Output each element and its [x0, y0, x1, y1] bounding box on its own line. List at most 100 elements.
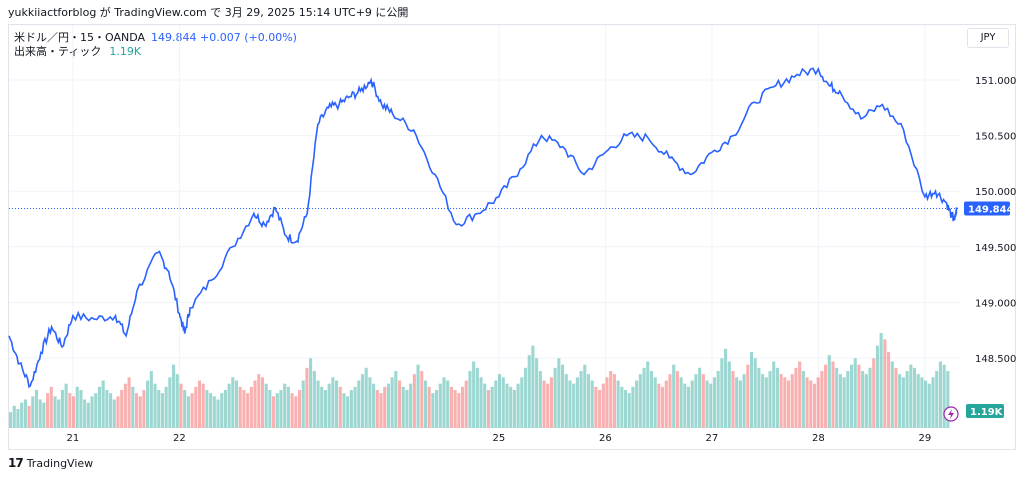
volume-bar: [638, 374, 642, 428]
volume-bar: [360, 374, 365, 428]
volume-bar: [861, 371, 865, 428]
volume-bar: [275, 393, 279, 428]
volume-bar: [653, 377, 657, 428]
volume-bar: [564, 374, 568, 428]
volume-bar: [257, 374, 261, 428]
volume-bar: [594, 386, 598, 428]
volume-bar: [905, 371, 909, 428]
volume-bar: [431, 393, 435, 428]
volume-bar: [138, 396, 142, 428]
volume-bar: [623, 390, 628, 428]
volume-bar: [557, 358, 561, 428]
volume-bar: [134, 393, 139, 428]
volume-bar: [798, 361, 802, 428]
volume-bar: [175, 374, 179, 428]
volume-bar: [475, 367, 479, 428]
volume-bar: [790, 374, 794, 428]
x-tick-label: 25: [493, 433, 506, 444]
volume-bar: [831, 361, 835, 428]
y-tick-label: 150.500: [975, 132, 1016, 143]
volume-bar: [872, 358, 876, 428]
volume-bar: [320, 386, 324, 428]
volume-bar: [716, 371, 720, 428]
volume-bar: [438, 383, 442, 428]
lightning-icon[interactable]: [943, 406, 959, 422]
volume-bar: [946, 371, 950, 428]
volume-bar: [398, 380, 402, 428]
volume-bar: [824, 364, 828, 428]
volume-bar: [49, 386, 53, 428]
volume-bar: [523, 367, 528, 428]
volume-bar: [209, 393, 213, 428]
volume-bar: [153, 383, 157, 428]
chart-frame: [8, 24, 1016, 450]
volume-tag-label: 1.19K: [970, 407, 1004, 418]
volume-bar: [616, 380, 620, 428]
volume-bar: [520, 377, 524, 428]
volume-bar: [16, 409, 20, 428]
volume-bar: [127, 377, 131, 428]
volume-bar: [294, 396, 298, 428]
volume-bar: [683, 383, 687, 428]
volume-bar: [342, 393, 346, 428]
volume-bar: [679, 377, 683, 428]
volume-bar: [290, 393, 294, 428]
volume-bar: [457, 393, 461, 428]
volume-bar: [486, 390, 491, 428]
volume-bar: [238, 386, 242, 428]
volume-bar: [849, 364, 854, 428]
volume-bar: [709, 383, 713, 428]
volume-bar: [146, 380, 150, 428]
volume-bar: [575, 377, 579, 428]
volume-bar: [409, 383, 413, 428]
volume-bar: [9, 412, 13, 428]
volume-bar: [664, 380, 668, 428]
volume-bar: [279, 390, 283, 428]
brand-name: TradingView: [26, 456, 94, 470]
volume-label[interactable]: 出来高・ティック: [14, 45, 102, 58]
volume-bar: [60, 390, 64, 428]
volume-bar: [864, 374, 868, 428]
volume-bar: [435, 390, 439, 428]
volume-bar: [738, 380, 742, 428]
volume-bar: [527, 355, 531, 428]
volume-bar: [231, 377, 235, 428]
volume-bar: [672, 364, 676, 428]
volume-bar: [312, 371, 316, 428]
volume-bar: [112, 399, 116, 428]
volume-bar: [498, 374, 502, 428]
volume-bar: [386, 383, 390, 428]
volume-bar: [661, 386, 665, 428]
volume-bar: [446, 380, 450, 428]
x-tick-label: 22: [173, 433, 186, 444]
tradingview-brand[interactable]: 17 TradingView: [8, 456, 93, 470]
volume-bar: [172, 364, 176, 428]
x-tick-label: 28: [812, 433, 825, 444]
x-axis[interactable]: 21 22 25 26 27 28 29: [67, 433, 932, 444]
symbol-name[interactable]: 米ドル／円・15・OANDA: [14, 31, 146, 44]
volume-bar: [812, 383, 817, 428]
y-axis[interactable]: 151.000 150.500 150.000 149.500 149.000 148.5…: [975, 76, 1016, 365]
volume-bar: [142, 390, 146, 428]
volume-bar: [772, 361, 776, 428]
volume-bar: [912, 367, 917, 428]
volume-bar: [698, 367, 702, 428]
volume-bar: [412, 374, 416, 428]
currency-button[interactable]: JPY: [967, 28, 1009, 48]
volume-bar: [805, 377, 809, 428]
y-tick-label: 150.000: [975, 187, 1016, 198]
volume-bar: [609, 371, 613, 428]
volume-tag: 1.19K: [966, 404, 1004, 418]
volume-bar: [197, 380, 202, 428]
volume-bar: [301, 380, 305, 428]
volume-bar: [553, 367, 557, 428]
volume-bar: [179, 383, 183, 428]
volume-bar: [34, 390, 39, 428]
volume-bar: [338, 386, 342, 428]
volume-bar: [472, 361, 476, 428]
volume-bar: [168, 377, 172, 428]
volume-bar: [890, 361, 894, 428]
volume-bar: [838, 374, 842, 428]
volume-bar: [538, 371, 542, 428]
